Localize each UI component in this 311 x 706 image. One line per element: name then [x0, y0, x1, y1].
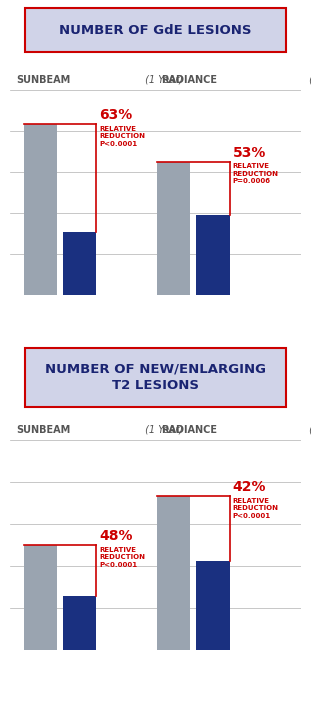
Text: RELATIVE
REDUCTION
P<0.0001: RELATIVE REDUCTION P<0.0001: [100, 546, 146, 568]
Bar: [24, 545, 57, 650]
Text: (1 Year): (1 Year): [142, 75, 183, 85]
Text: (2 Years): (2 Years): [306, 75, 311, 85]
Text: SUNBEAM: SUNBEAM: [16, 425, 70, 435]
Bar: [157, 162, 190, 295]
Text: RELATIVE
REDUCTION
P<0.0001: RELATIVE REDUCTION P<0.0001: [100, 126, 146, 147]
Bar: [24, 124, 57, 295]
Text: (2 Years): (2 Years): [306, 425, 311, 435]
Text: (1 Year): (1 Year): [142, 425, 183, 435]
Text: RELATIVE
REDUCTION
P<0.0001: RELATIVE REDUCTION P<0.0001: [233, 498, 279, 519]
Bar: [197, 215, 230, 295]
Text: 63%: 63%: [100, 109, 133, 122]
Text: 42%: 42%: [233, 480, 266, 494]
Text: NUMBER OF GdE LESIONS: NUMBER OF GdE LESIONS: [59, 23, 252, 37]
Text: NUMBER OF NEW/ENLARGING
T2 LESIONS: NUMBER OF NEW/ENLARGING T2 LESIONS: [45, 363, 266, 392]
Bar: [157, 496, 190, 650]
Bar: [197, 561, 230, 650]
Bar: [63, 232, 96, 295]
Bar: [63, 596, 96, 650]
Text: 53%: 53%: [233, 146, 266, 160]
Text: 48%: 48%: [100, 530, 133, 543]
Text: RADIANCE: RADIANCE: [161, 75, 217, 85]
Text: SUNBEAM: SUNBEAM: [16, 75, 70, 85]
Text: RELATIVE
REDUCTION
P=0.0006: RELATIVE REDUCTION P=0.0006: [233, 164, 279, 184]
Text: RADIANCE: RADIANCE: [161, 425, 217, 435]
